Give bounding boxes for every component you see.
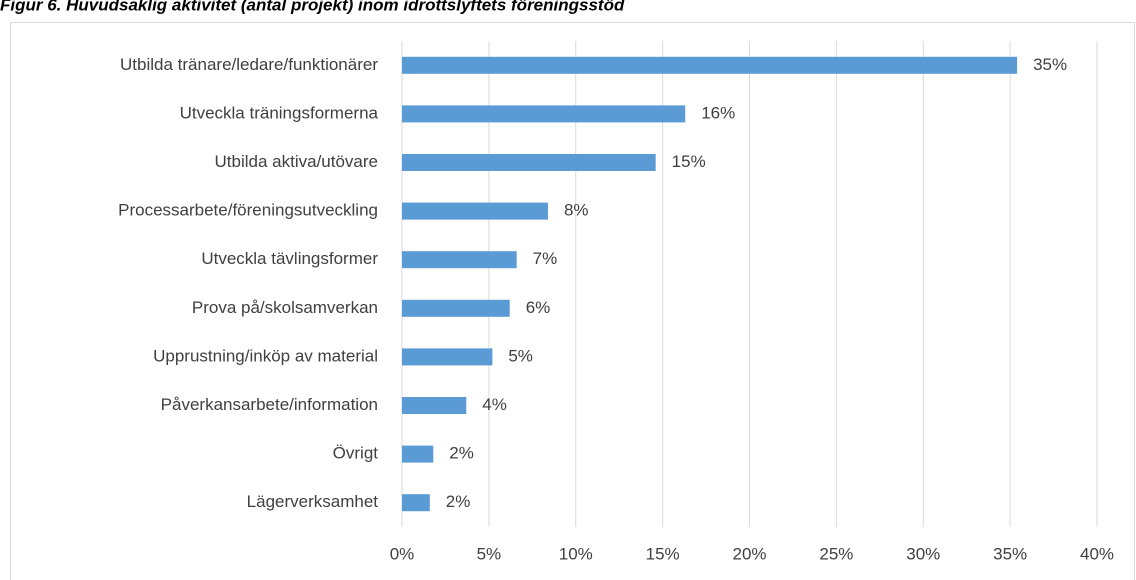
y-tick-label: Lägerverksamhet [247,492,379,511]
data-label: 4% [482,395,507,414]
x-tick-label: 15% [646,544,680,563]
data-label: 15% [672,152,706,171]
x-tick-label: 30% [906,544,940,563]
y-tick-label: Upprustning/inköp av material [153,346,378,365]
data-label: 35% [1033,55,1067,74]
bar [402,105,686,123]
y-tick-label: Övrigt [333,444,379,463]
x-tick-label: 5% [477,544,502,563]
chart-title: Figur 6. Huvudsaklig aktivitet (antal pr… [0,0,625,14]
data-label: 7% [533,249,558,268]
y-tick-label: Utbilda aktiva/utövare [215,152,378,171]
x-tick-label: 35% [993,544,1027,563]
data-label: 6% [526,298,551,317]
y-tick-label: Processarbete/föreningsutveckling [118,201,378,220]
bar [402,445,434,463]
x-tick-label: 10% [559,544,593,563]
bar [402,154,656,171]
x-tick-label: 0% [390,544,415,563]
x-tick-label: 25% [819,544,853,563]
data-label: 16% [701,103,735,122]
y-tick-label: Utveckla tävlingsformer [201,249,378,268]
bar [402,202,548,220]
y-tick-label: Påverkansarbete/information [161,395,378,414]
data-label: 2% [446,492,471,511]
bar [402,299,510,317]
y-tick-label: Utbilda tränare/ledare/funktionärer [120,55,378,74]
data-label: 8% [564,201,589,220]
x-tick-label: 40% [1080,544,1114,563]
bar [402,397,467,414]
x-tick-label: 20% [732,544,766,563]
bar [402,56,1018,74]
bar [402,251,517,269]
data-label: 2% [449,444,474,463]
data-label: 5% [508,346,533,365]
bar [402,494,430,512]
y-tick-label: Utveckla träningsformerna [180,103,379,122]
y-tick-label: Prova på/skolsamverkan [192,298,378,317]
bar [402,348,493,366]
